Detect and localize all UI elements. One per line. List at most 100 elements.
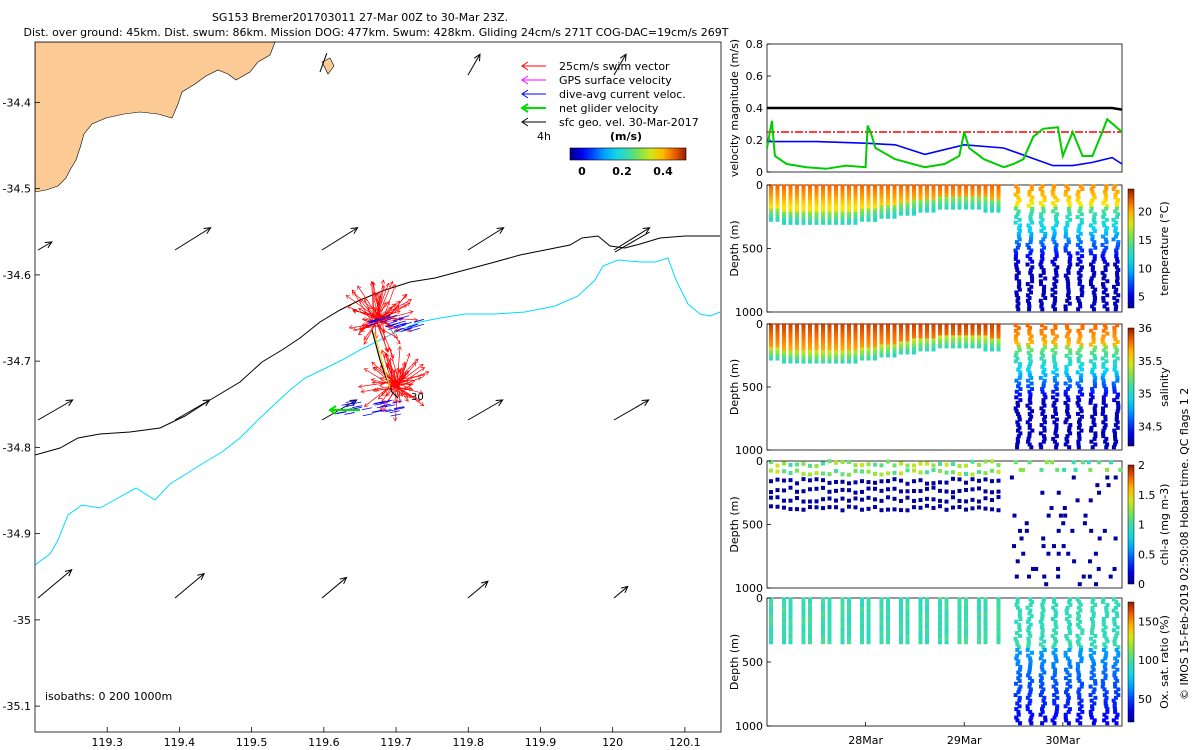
profile-point — [1115, 203, 1120, 208]
profile-point — [788, 341, 793, 346]
profile-point — [886, 600, 890, 605]
profile-point — [1017, 611, 1022, 616]
profile-point — [1103, 265, 1108, 270]
profile-point — [1113, 695, 1118, 700]
profile-point — [1092, 384, 1097, 389]
profile-point — [808, 190, 812, 195]
profile-point — [795, 462, 799, 467]
profile-point — [1064, 608, 1069, 613]
profile-point — [840, 640, 845, 645]
profile-point — [808, 359, 812, 364]
geo-arrow — [467, 399, 504, 421]
profile-point — [1015, 559, 1020, 564]
profile-point — [1101, 290, 1106, 295]
profile-point — [827, 190, 832, 195]
profile-point — [1101, 647, 1106, 652]
profile-point — [1067, 201, 1072, 206]
profile-point — [938, 202, 942, 207]
profile-point — [782, 597, 786, 602]
profile-point — [1053, 614, 1058, 619]
profile-point — [1093, 403, 1098, 408]
profile-point — [925, 208, 929, 213]
profile-point — [1088, 498, 1093, 503]
profile-point — [1079, 367, 1084, 372]
profile-point — [983, 477, 988, 482]
profile-point — [964, 628, 968, 632]
profile-point — [1056, 528, 1061, 533]
profile-point — [1041, 398, 1046, 403]
profile-point — [1018, 431, 1023, 436]
profile-point — [1054, 707, 1059, 712]
profile-point — [925, 600, 929, 605]
profile-point — [840, 344, 845, 349]
profile-point — [801, 603, 806, 608]
profile-point — [957, 624, 962, 629]
profile-point — [1025, 647, 1030, 652]
profile-point — [788, 353, 793, 358]
profile-point — [1017, 362, 1022, 367]
profile-point — [873, 486, 877, 491]
profile-point — [866, 187, 871, 192]
profile-point — [1103, 439, 1108, 444]
profile-point — [1030, 387, 1035, 392]
profile-point — [1100, 684, 1105, 689]
profile-point — [964, 603, 968, 608]
map-x-tick-label: 119.5 — [236, 736, 268, 749]
profile-point — [1076, 298, 1081, 303]
profile-point — [775, 193, 780, 198]
profile-point — [814, 326, 819, 331]
profile-point — [1027, 296, 1032, 301]
profile-point — [1055, 704, 1060, 709]
profile-point — [879, 631, 884, 636]
profile-point — [1104, 203, 1109, 208]
profile-point — [821, 193, 825, 198]
profile-point — [983, 335, 988, 340]
profile-point — [1041, 544, 1046, 549]
profile-point — [821, 202, 825, 207]
legend-label-gps: GPS surface velocity — [559, 74, 672, 87]
profile-point — [925, 628, 929, 632]
legend-dive-avg: dive-avg current veloc. — [521, 88, 686, 101]
profile-point — [925, 323, 929, 328]
profile-point — [1014, 619, 1019, 624]
profile-point — [938, 488, 942, 493]
profile-point — [1114, 254, 1119, 259]
profile-point — [879, 341, 884, 346]
profile-point — [1105, 331, 1110, 336]
profile-point — [801, 353, 806, 358]
profile-point — [834, 347, 838, 352]
profile-point — [905, 628, 910, 632]
profile-point — [1113, 709, 1118, 714]
profile-point — [860, 347, 864, 352]
profile-point — [983, 634, 988, 639]
profile-point — [957, 205, 962, 210]
profile-point — [834, 332, 838, 337]
profile-point — [1089, 203, 1094, 208]
profile-point — [873, 347, 877, 352]
profile-point — [801, 193, 806, 198]
profile-point — [977, 344, 981, 349]
geo-arrow — [174, 399, 211, 421]
profile-point — [977, 621, 981, 626]
profile-point — [1077, 384, 1082, 389]
profile-point — [1030, 650, 1035, 655]
profile-point — [1029, 234, 1034, 239]
profile-point — [1092, 409, 1097, 414]
profile-point — [782, 329, 786, 334]
profile-point — [1052, 673, 1057, 678]
profile-point — [775, 187, 780, 192]
profile-point — [1088, 653, 1093, 658]
profile-point — [1055, 198, 1060, 203]
profile-point — [1064, 616, 1069, 621]
profile-point — [977, 332, 981, 337]
profile-point — [847, 618, 851, 623]
profile-point — [840, 211, 845, 216]
profile-point — [899, 205, 903, 210]
profile-point — [970, 187, 975, 192]
profile-point — [775, 463, 780, 468]
profile-point — [840, 353, 845, 358]
profile-point — [808, 499, 812, 504]
profile-point — [1089, 439, 1094, 444]
profile-point — [1113, 234, 1118, 239]
profile-point — [996, 323, 1001, 328]
